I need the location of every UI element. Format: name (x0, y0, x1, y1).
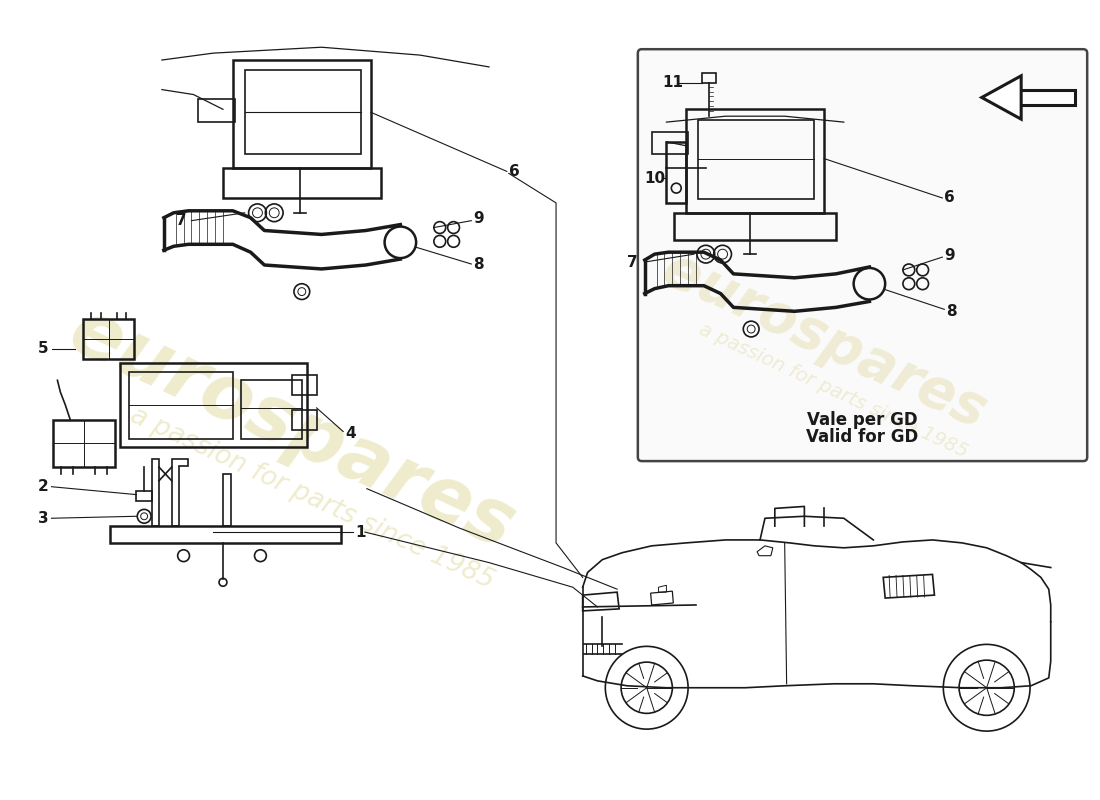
Text: 9: 9 (473, 211, 484, 226)
Polygon shape (982, 76, 1021, 119)
Text: Vale per GD: Vale per GD (807, 410, 917, 429)
Text: 10: 10 (645, 170, 665, 186)
Text: eurospares: eurospares (57, 294, 527, 565)
Text: 4: 4 (345, 426, 355, 441)
Text: 2: 2 (37, 479, 48, 494)
Text: 1: 1 (355, 525, 365, 539)
Text: eurospares: eurospares (653, 242, 994, 439)
Text: 7: 7 (176, 213, 186, 228)
Text: 9: 9 (944, 248, 955, 262)
Text: a passion for parts since 1985: a passion for parts since 1985 (696, 319, 971, 461)
Text: 7: 7 (627, 254, 638, 270)
Text: Valid for GD: Valid for GD (806, 429, 918, 446)
Text: 11: 11 (662, 75, 683, 90)
FancyBboxPatch shape (638, 49, 1087, 461)
Text: 3: 3 (37, 510, 48, 526)
Text: 8: 8 (946, 304, 957, 319)
Text: 5: 5 (37, 342, 48, 356)
Text: 8: 8 (473, 257, 484, 271)
Text: a passion for parts since 1985: a passion for parts since 1985 (125, 402, 497, 594)
Text: 6: 6 (509, 164, 519, 179)
Text: 6: 6 (944, 190, 955, 206)
Polygon shape (1006, 90, 1076, 106)
